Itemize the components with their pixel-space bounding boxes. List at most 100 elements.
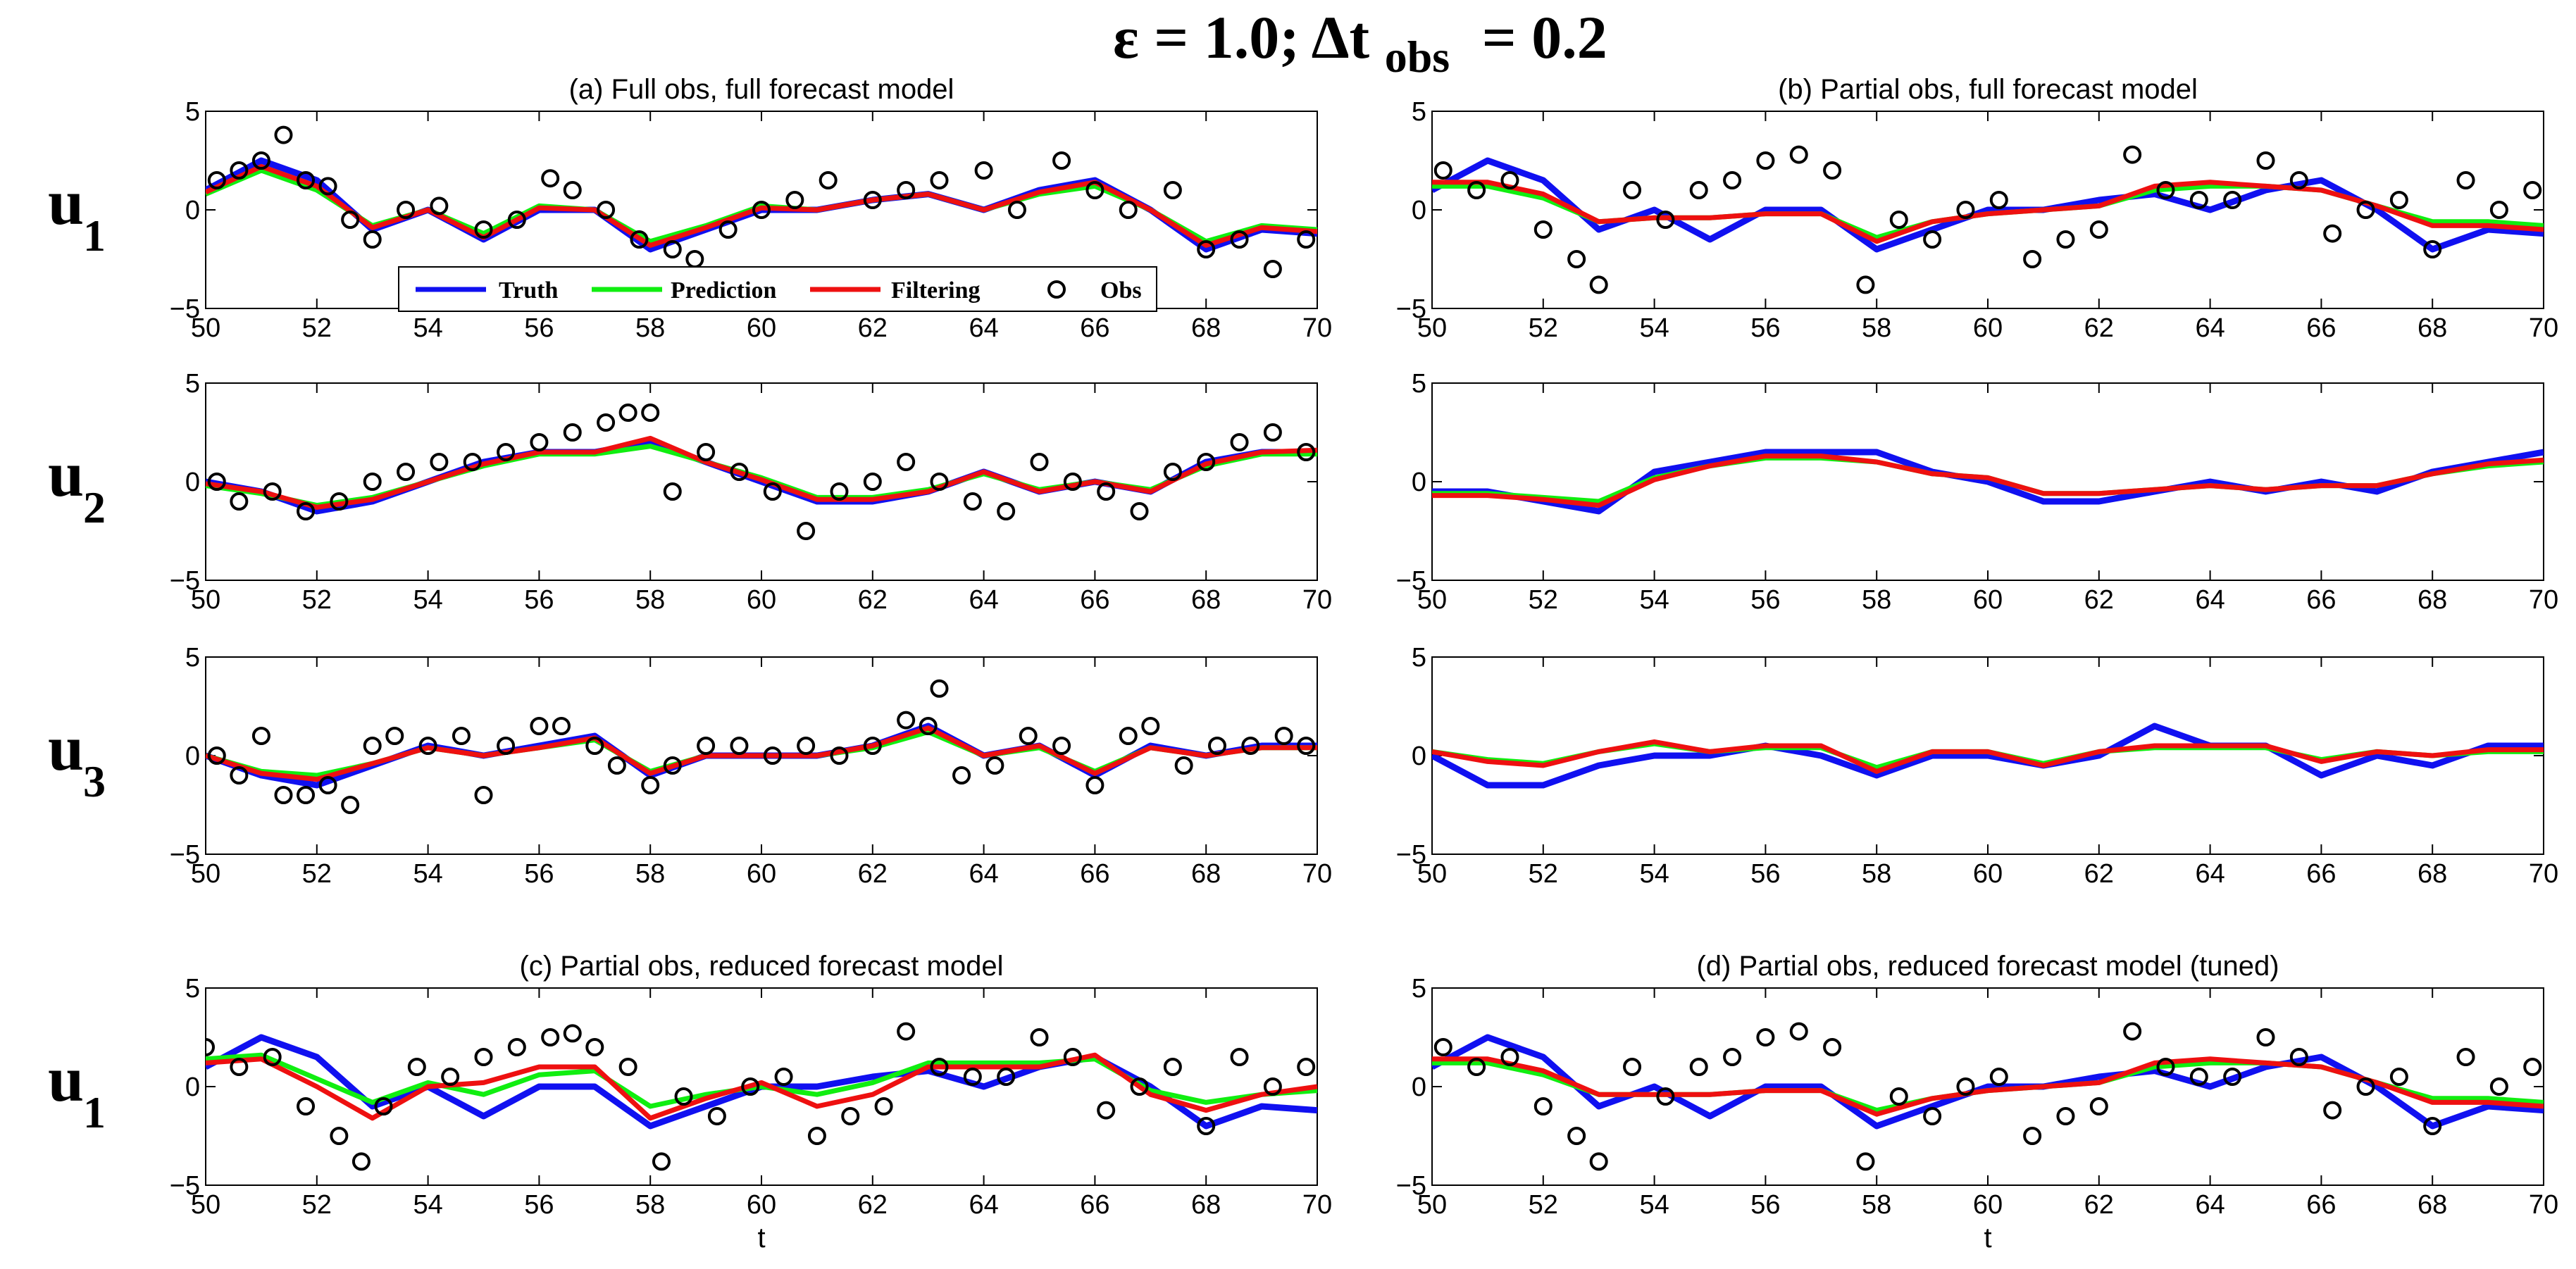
obs-point [2289,171,2308,189]
obs-point [563,181,582,199]
y-tick-label: −5 [1396,1171,1426,1201]
obs-point [1623,181,1642,199]
obs-point [797,737,816,755]
obs-point [1063,1048,1082,1066]
obs-point [230,161,249,180]
obs-point [530,433,549,451]
obs-point [2223,1068,2242,1086]
x-tick-label: 56 [524,313,554,343]
obs-point [341,211,360,229]
x-tick-label: 70 [1302,859,1332,889]
series-line-filtering [206,163,1317,248]
x-tick-label: 64 [969,313,998,343]
obs-point [1063,473,1082,491]
series-line-filtering [1432,739,2544,774]
x-tick-label: 56 [1750,313,1780,343]
obs-point [974,161,993,180]
obs-point [330,492,349,511]
x-tick-label: 54 [1639,313,1669,343]
x-tick-label: 50 [191,313,220,343]
x-tick-label: 64 [969,859,998,889]
x-tick-label: 60 [747,313,776,343]
legend-box [398,266,1157,312]
x-tick-label: 50 [1417,859,1447,889]
obs-point [630,230,649,249]
obs-point [663,756,682,775]
panel-title: (a) Full obs, full forecast model [569,74,954,105]
x-tick-label: 56 [1750,585,1780,615]
legend-prediction-label: Prediction [671,277,777,304]
x-tick-label: 56 [524,585,554,615]
x-tick-label: 56 [524,1190,554,1220]
x-tick-label: 68 [2418,585,2447,615]
obs-point [318,177,337,196]
obs-point [597,201,616,219]
x-tick-label: 66 [2306,1190,2336,1220]
x-tick-label: 58 [1862,1190,1891,1220]
obs-point [507,211,526,229]
obs-point [463,453,482,471]
obs-point [297,1097,316,1115]
obs-point [1297,737,1316,755]
obs-point [763,746,782,765]
obs-point [2156,1058,2175,1076]
obs-point [1656,1087,1675,1106]
x-tick-label: 64 [969,1190,998,1220]
legend: Truth Prediction Filtering Obs [398,266,1157,312]
x-tick-label: 62 [858,585,888,615]
obs-point [607,756,626,775]
y-tick-label: 0 [1412,468,1426,497]
obs-point [2323,224,2342,243]
panel-title: (b) Partial obs, full forecast model [1778,74,2198,105]
obs-point [552,717,571,735]
obs-point [441,1068,460,1086]
obs-point [341,796,360,814]
x-tick-label: 60 [1973,1190,2003,1220]
figure-suptitle: ε = 1.0; Δt obs = 0.2 [1113,4,1607,85]
obs-point [2023,1127,2042,1145]
obs-point [697,737,716,755]
obs-point [985,756,1004,775]
y-tick-label: 0 [1412,1073,1426,1102]
obs-point [1567,250,1586,268]
obs-point [385,727,404,745]
obs-point [1097,1101,1116,1120]
obs-point [897,1022,916,1041]
obs-point [1500,171,1519,189]
obs-point [418,737,437,755]
obs-point [206,1038,215,1056]
x-tick-label: 64 [2195,1190,2225,1220]
obs-point [407,1058,426,1076]
obs-point [1656,211,1675,229]
obs-point [541,169,560,188]
obs-point [497,443,516,461]
obs-point [963,492,982,511]
x-tick-label: 52 [302,1190,332,1220]
x-tick-label: 52 [1529,859,1558,889]
obs-point [2456,1048,2475,1066]
y-tick-label: 5 [185,974,200,1004]
obs-point [1007,201,1026,219]
obs-point [563,423,582,442]
x-tick-label: 52 [1529,313,1558,343]
obs-point [1130,1077,1149,1096]
obs-point [430,453,449,471]
obs-point [897,711,916,730]
obs-point [1823,161,1842,180]
obs-point [930,1058,949,1076]
y-tick-label: 0 [1412,196,1426,225]
obs-point [1241,737,1260,755]
obs-point [2223,191,2242,209]
x-tick-label: 50 [191,585,220,615]
obs-point [363,737,382,755]
obs-point [1856,275,1875,294]
obs-point [741,1077,760,1096]
y-tick-label: 0 [185,468,200,497]
obs-point [2389,1068,2408,1086]
x-tick-label: 54 [413,313,442,343]
obs-point [1052,151,1071,170]
